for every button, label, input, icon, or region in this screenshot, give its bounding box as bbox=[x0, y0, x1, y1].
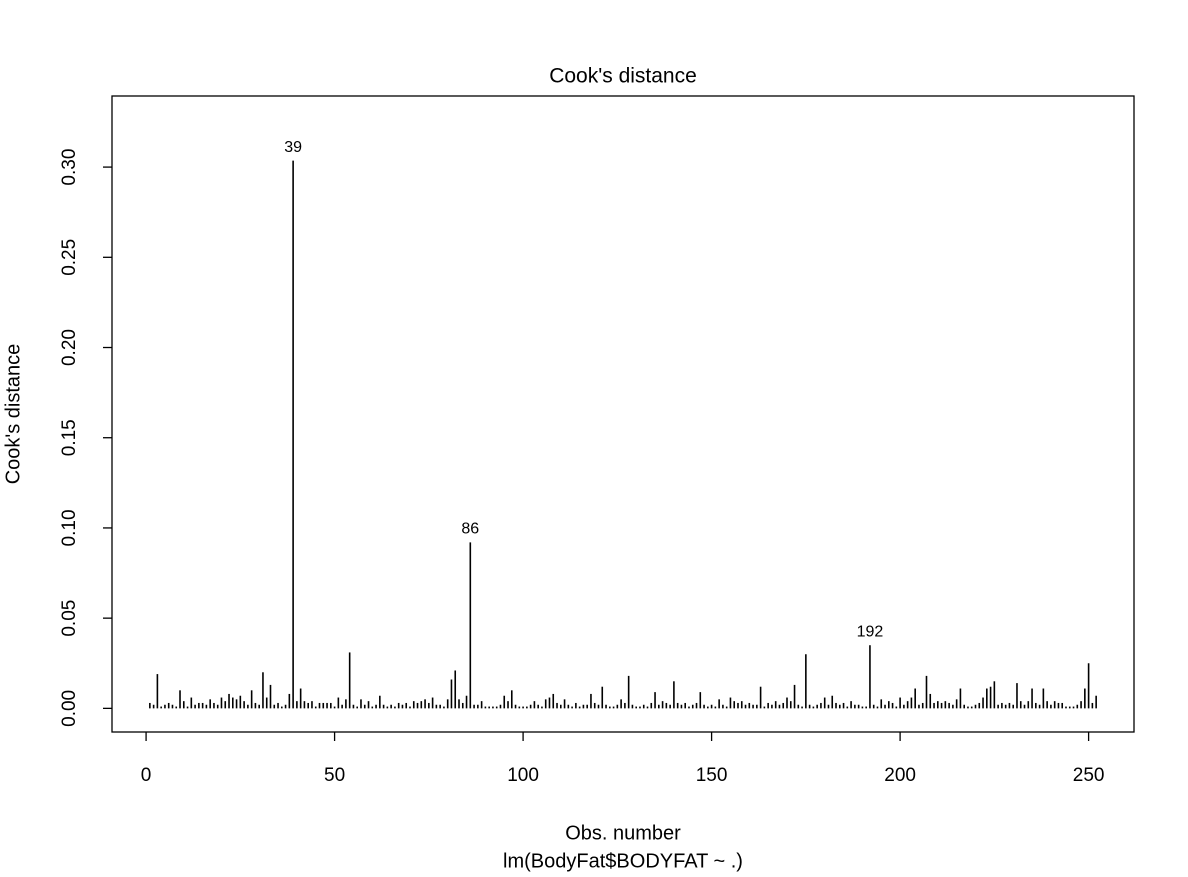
point-label: 192 bbox=[857, 623, 884, 640]
y-tick-label: 0.00 bbox=[59, 690, 80, 727]
point-label: 39 bbox=[284, 139, 302, 156]
x-axis-title: Obs. number bbox=[565, 822, 681, 844]
y-tick-label: 0.20 bbox=[59, 329, 80, 366]
y-axis-title: Cook's distance bbox=[2, 344, 24, 485]
y-tick-label: 0.15 bbox=[59, 419, 80, 456]
y-tick-label: 0.05 bbox=[59, 600, 80, 637]
subtitle: lm(BodyFat$BODYFAT ~ .) bbox=[503, 850, 743, 872]
plot-box bbox=[111, 95, 1135, 733]
x-tick-label: 150 bbox=[696, 765, 728, 786]
chart-title: Cook's distance bbox=[549, 65, 697, 88]
x-tick-label: 0 bbox=[141, 765, 152, 786]
x-tick-label: 50 bbox=[324, 765, 345, 786]
x-tick-label: 250 bbox=[1073, 765, 1105, 786]
y-tick-label: 0.30 bbox=[59, 149, 80, 186]
y-tick-label: 0.10 bbox=[59, 509, 80, 546]
x-tick-label: 100 bbox=[507, 765, 539, 786]
x-tick-label: 200 bbox=[884, 765, 916, 786]
point-label: 86 bbox=[461, 521, 479, 538]
y-tick-label: 0.25 bbox=[59, 239, 80, 276]
